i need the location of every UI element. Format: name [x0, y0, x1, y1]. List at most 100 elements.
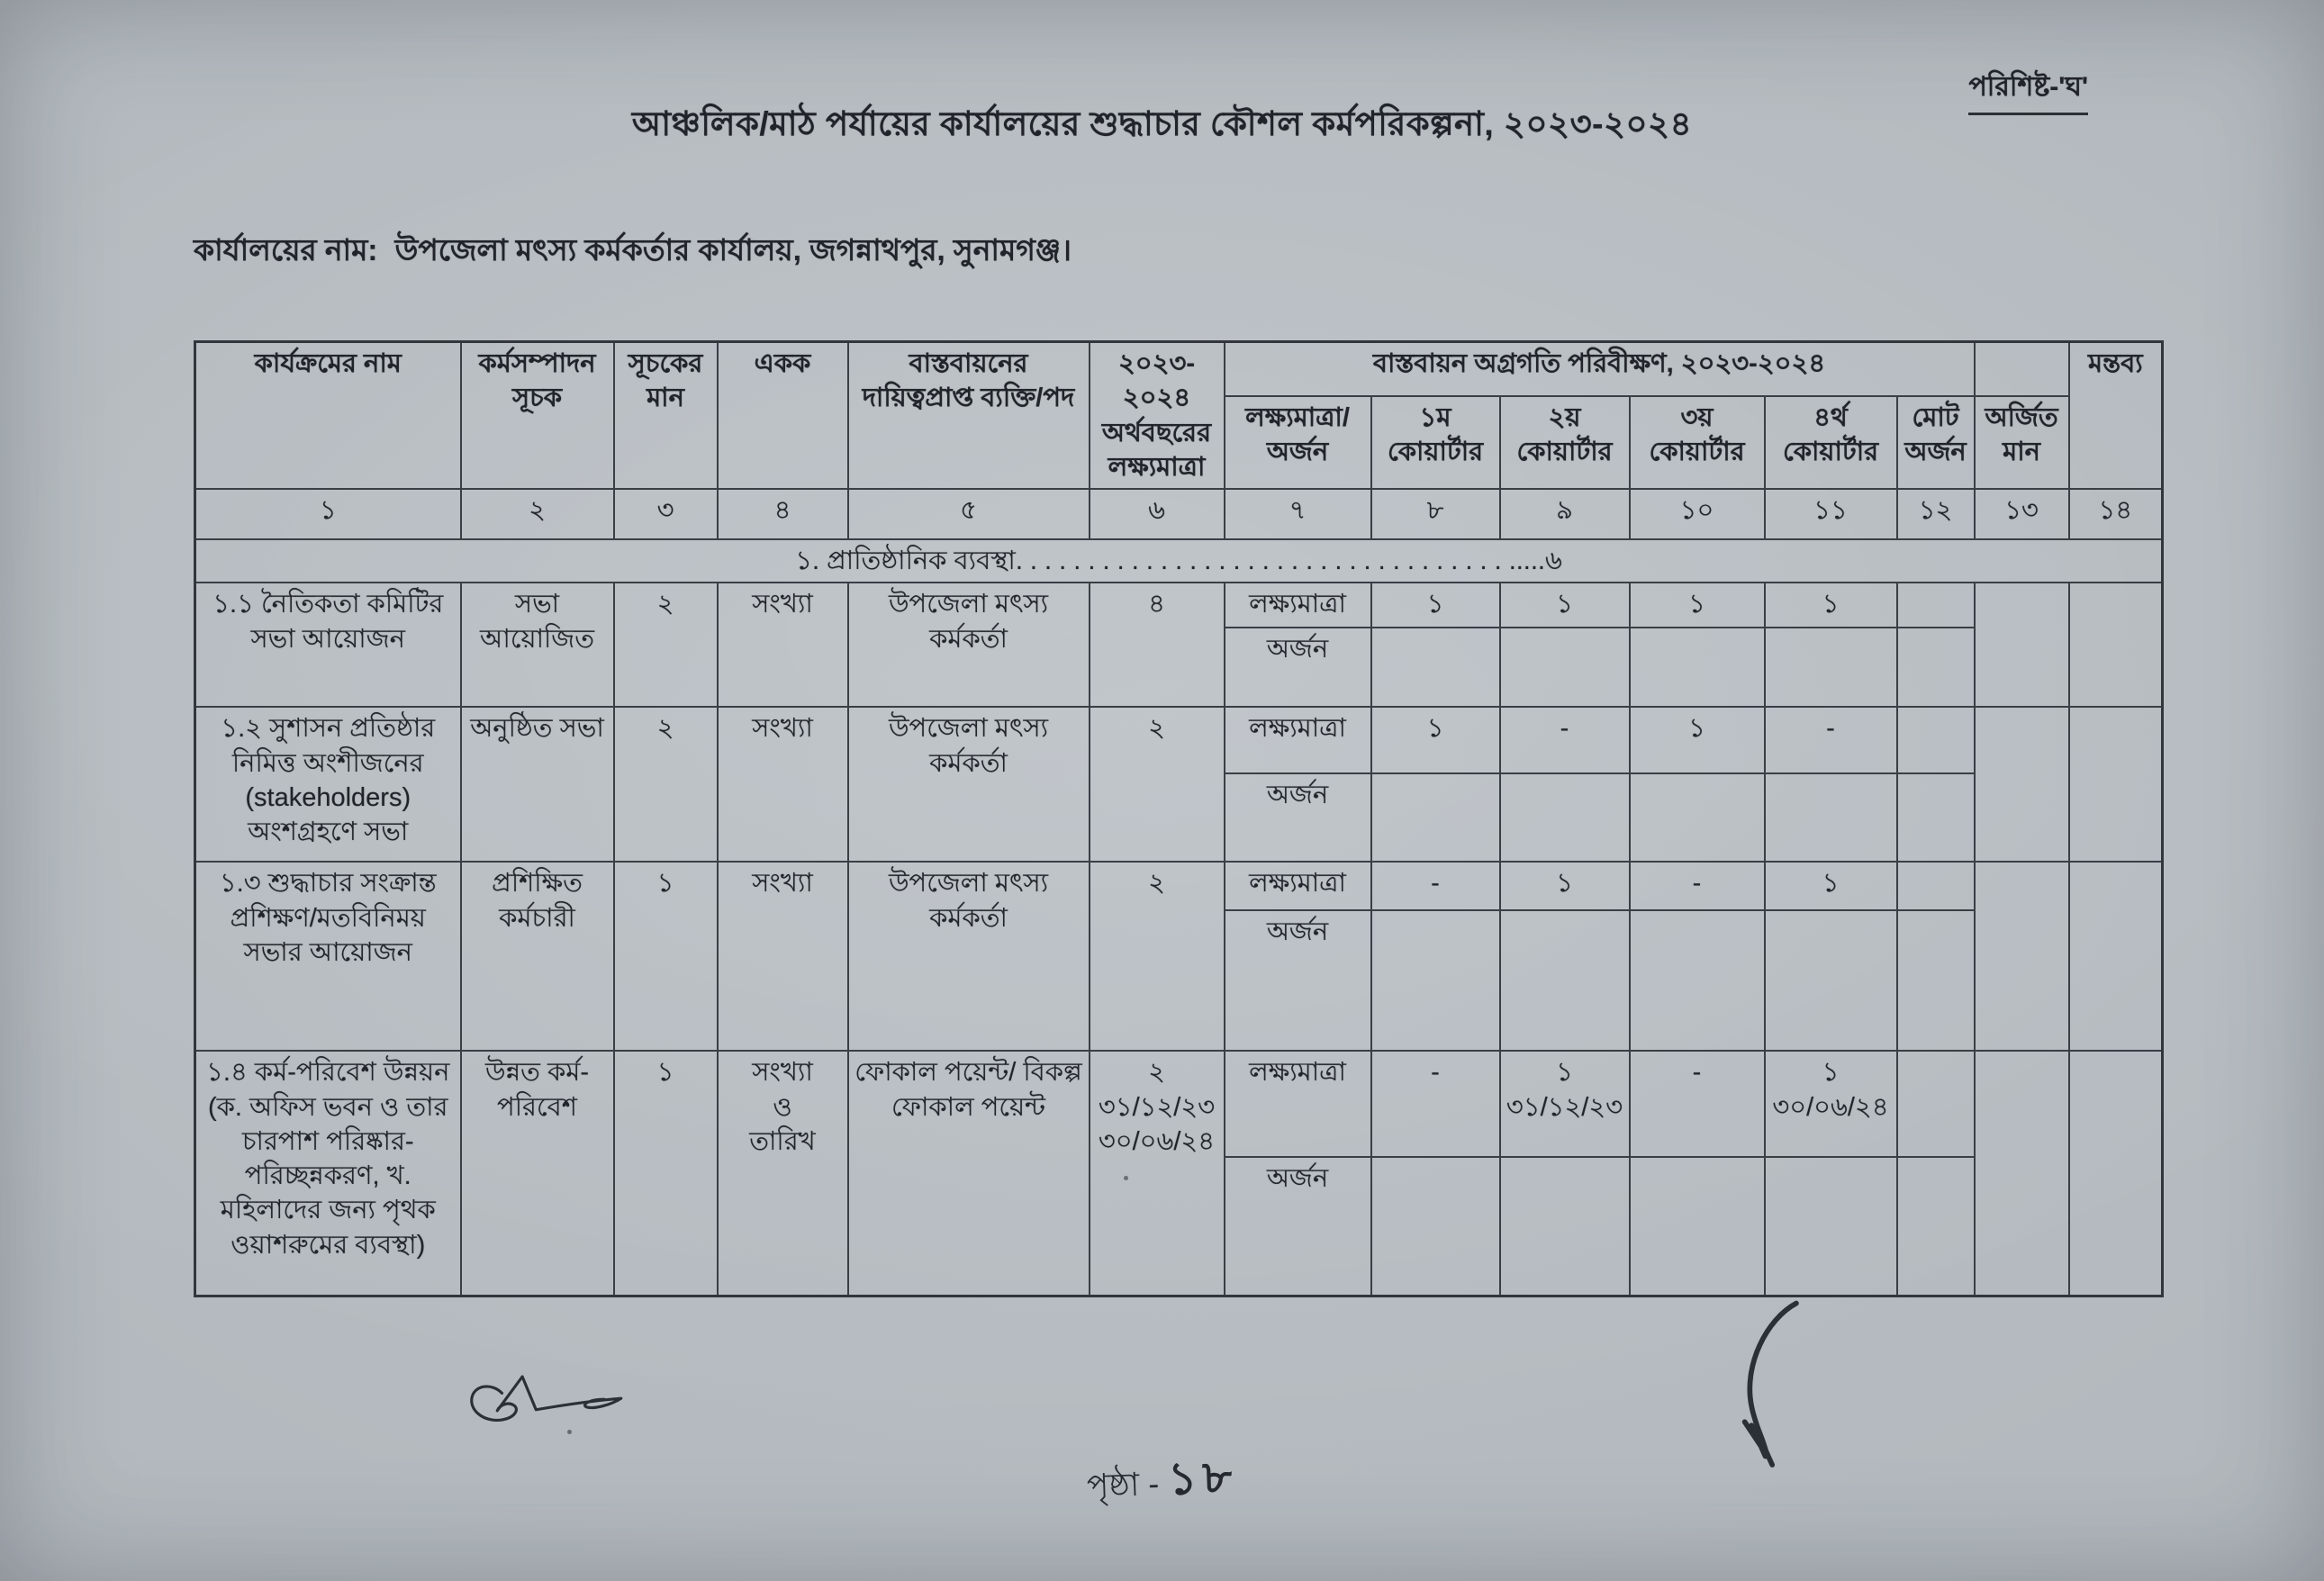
office-name-label: কার্যালয়ের নাম:: [194, 233, 378, 267]
signature-left: [455, 1351, 644, 1441]
remarks-cell: [2067, 706, 2164, 863]
page-number-value: ১৮: [1167, 1451, 1238, 1504]
q3-target: -: [1628, 861, 1766, 912]
total-achievement-cell: [1895, 909, 1976, 1052]
weight: ২: [612, 582, 719, 709]
q2-target: ১: [1498, 861, 1631, 912]
unit: সংখ্যা: [716, 582, 849, 709]
weight: ১: [612, 1050, 719, 1297]
responsible: ফোকাল পয়েন্ট/ বিকল্প ফোকাল পয়েন্ট: [846, 1050, 1090, 1297]
col-header-unit: একক: [716, 340, 849, 491]
q4-target: ১: [1763, 582, 1898, 629]
col-header-responsible: বাস্তবায়নের দায়িত্বপ্রাপ্ত ব্যক্তি/পদ: [846, 340, 1090, 491]
page-title: আঞ্চলিক/মাঠ পর্যায়ের কার্যালয়ের শুদ্ধা…: [631, 105, 1693, 142]
q2-target: -: [1498, 706, 1631, 775]
activity-name: ১.১ নৈতিকতা কমিটির সভা আয়োজন: [194, 582, 462, 709]
serial-2: ২: [459, 488, 615, 541]
table-row-1-2-achievement: অর্জন: [195, 772, 2163, 863]
q3-achievement: [1628, 909, 1766, 1052]
serial-9: ৯: [1498, 488, 1631, 541]
q2-achievement: [1498, 909, 1631, 1052]
achievement-label: অর্জন: [1223, 909, 1372, 1052]
signature-right: [1731, 1295, 1821, 1484]
serial-4: ৪: [716, 488, 849, 541]
q3-target: ১: [1628, 706, 1766, 775]
col-header-target-achievement: লক্ষ্যমাত্রা/ অর্জন: [1223, 394, 1372, 491]
q1-target: ১: [1370, 582, 1501, 629]
serial-11: ১১: [1763, 488, 1898, 541]
total-achievement-cell: [1895, 772, 1976, 863]
total-achievement-cell: [1895, 1050, 1976, 1159]
q1-achievement: [1370, 772, 1501, 863]
q1-target: -: [1370, 861, 1501, 912]
q3-target: -: [1628, 1050, 1766, 1159]
total-achievement-cell: [1895, 1156, 1976, 1297]
weight: ১: [612, 861, 719, 1052]
indicator: প্রশিক্ষিত কর্মচারী: [459, 861, 615, 1052]
responsible: উপজেলা মৎস্য কর্মকর্তা: [846, 861, 1090, 1052]
target-label: লক্ষ্যমাত্রা: [1223, 582, 1372, 629]
total-achievement-cell: [1895, 627, 1976, 709]
q2-achievement: [1498, 1156, 1631, 1297]
indicator: উন্নত কর্ম- পরিবেশ: [459, 1050, 615, 1297]
q3-target: ১: [1628, 582, 1766, 629]
q1-achievement: [1370, 1156, 1501, 1297]
q2-achievement: [1498, 772, 1631, 863]
q3-achievement: [1628, 627, 1766, 709]
unit: সংখ্যা ও তারিখ: [716, 1050, 849, 1297]
col-header-weight: সূচকের মান: [612, 340, 719, 491]
total-achievement-cell: [1895, 861, 1976, 912]
fy-target: ২: [1088, 706, 1225, 863]
achieved-score-cell: [1973, 582, 2070, 709]
serial-number-row: ১ ২ ৩ ৪ ৫ ৬ ৭ ৮ ৯ ১০ ১১ ১২ ১৩ ১৪: [194, 488, 2164, 541]
q1-target: -: [1370, 1050, 1501, 1159]
table-row-1-1-target: ১.১ নৈতিকতা কমিটির সভা আয়োজন সভা আয়োজি…: [194, 582, 2164, 709]
serial-10: ১০: [1628, 488, 1766, 541]
serial-6: ৬: [1088, 488, 1225, 541]
office-name-value: উপজেলা মৎস্য কর্মকর্তার কার্যালয়, জগন্ন…: [394, 233, 1072, 267]
table-row-1-4-achievement: অর্জন: [195, 1156, 2163, 1297]
q1-achievement: [1370, 909, 1501, 1052]
col-header-activity: কার্যক্রমের নাম: [194, 340, 462, 491]
col-header-empty: [1973, 340, 2070, 397]
achievement-label: অর্জন: [1223, 1156, 1372, 1297]
table-row-1-3-target: ১.৩ শুদ্ধাচার সংক্রান্ত প্রশিক্ষণ/মতবিনি…: [194, 861, 2164, 1052]
weight: ২: [612, 706, 719, 863]
achievement-label: অর্জন: [1223, 627, 1372, 709]
unit: সংখ্যা: [716, 861, 849, 1052]
appendix-label: পরিশিষ্ট-'ঘ': [1968, 65, 2088, 115]
activity-name: ১.৩ শুদ্ধাচার সংক্রান্ত প্রশিক্ষণ/মতবিনি…: [194, 861, 462, 1052]
q2-target: ১ ৩১/১২/২৩: [1498, 1050, 1631, 1159]
achieved-score-cell: [1973, 706, 2070, 863]
col-header-progress-group: বাস্তবায়ন অগ্রগতি পরিবীক্ষণ, ২০২৩-২০২৪: [1223, 340, 1976, 397]
office-name-line: কার্যালয়ের নাম: উপজেলা মৎস্য কর্মকর্তার…: [194, 227, 1072, 277]
remarks-cell: [2067, 1050, 2164, 1297]
serial-12: ১২: [1895, 488, 1976, 541]
total-achievement-cell: [1895, 582, 1976, 629]
remarks-cell: [2067, 582, 2164, 709]
serial-13: ১৩: [1973, 488, 2070, 541]
q4-achievement: [1763, 627, 1898, 709]
q4-target: ১ ৩০/০৬/২৪: [1763, 1050, 1898, 1159]
q4-target: -: [1763, 706, 1898, 775]
q2-achievement: [1498, 627, 1631, 709]
serial-7: ৭: [1223, 488, 1372, 541]
work-plan-table: কার্যক্রমের নাম কর্মসম্পাদন সূচক সূচকের …: [194, 340, 2165, 1297]
col-header-fy-target: ২০২৩- ২০২৪ অর্থবছরের লক্ষ্যমাত্রা: [1088, 340, 1225, 491]
header-row-top: কার্যক্রমের নাম কর্মসম্পাদন সূচক সূচকের …: [194, 340, 2164, 491]
activity-name: ১.২ সুশাসন প্রতিষ্ঠার নিমিত্ত অংশীজনের (…: [194, 706, 462, 863]
q3-achievement: [1628, 772, 1766, 863]
section-row: ১. প্রাতিষ্ঠানিক ব্যবস্থা. . . . . . . .…: [194, 538, 2164, 584]
q1-achievement: [1370, 627, 1501, 709]
page-number-prefix: পৃষ্ঠা -: [1086, 1465, 1160, 1504]
indicator: অনুষ্ঠিত সভা: [459, 706, 615, 863]
header-row-sub: লক্ষ্যমাত্রা/ অর্জন ১ম কোয়ার্টার ২য় কো…: [195, 394, 2163, 491]
achieved-score-cell: [1973, 861, 2070, 1052]
col-header-indicator: কর্মসম্পাদন সূচক: [459, 340, 615, 491]
unit: সংখ্যা: [716, 706, 849, 863]
table-row-1-4-target: ১.৪ কর্ম-পরিবেশ উন্নয়ন (ক. অফিস ভবন ও ত…: [194, 1050, 2164, 1297]
serial-3: ৩: [612, 488, 719, 541]
serial-14: ১৪: [2067, 488, 2164, 541]
activity-name: ১.৪ কর্ম-পরিবেশ উন্নয়ন (ক. অফিস ভবন ও ত…: [194, 1050, 462, 1297]
dust-speck: [567, 1430, 572, 1434]
